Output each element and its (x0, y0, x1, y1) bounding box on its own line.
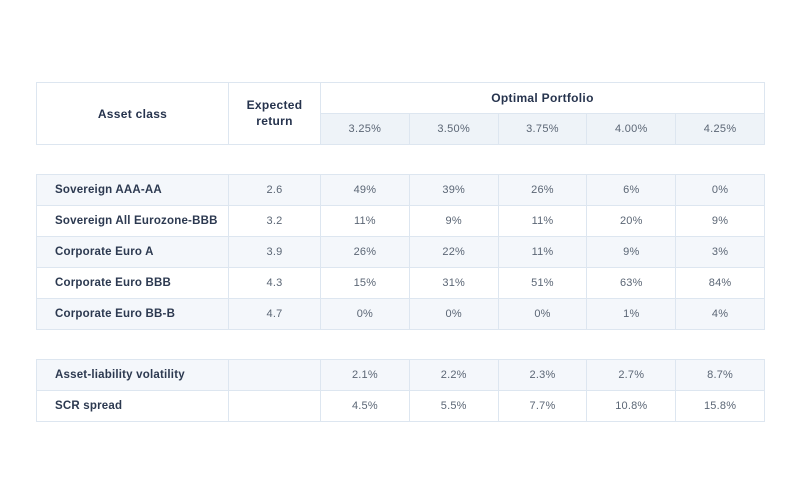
summary-value-cell: 5.5% (408, 390, 499, 422)
asset-row: Corporate Euro BB-B 4.7 0% 0% 0% 1% 4% (36, 298, 765, 330)
asset-class-cell: Sovereign All Eurozone-BBB (36, 205, 229, 237)
allocation-cell: 9% (675, 205, 765, 237)
asset-class-cell: Corporate Euro BB-B (36, 298, 229, 330)
allocation-cell: 22% (408, 236, 499, 268)
summary-value-cell: 7.7% (497, 390, 588, 422)
expected-return-header: Expected return (228, 82, 321, 145)
summary-value-cell: 15.8% (675, 390, 765, 422)
asset-class-cell: Corporate Euro A (36, 236, 229, 268)
allocation-cell: 3% (675, 236, 765, 268)
allocation-cell: 1% (586, 298, 677, 330)
asset-row: Corporate Euro A 3.9 26% 22% 11% 9% 3% (36, 236, 765, 268)
allocation-cell: 31% (408, 267, 499, 299)
table-header: Asset class Expected return Optimal Port… (36, 82, 765, 145)
summary-value-cell: 4.5% (320, 390, 410, 422)
expected-return-cell: 4.3 (228, 267, 321, 299)
allocation-cell: 11% (497, 236, 588, 268)
expected-return-cell (228, 390, 321, 422)
allocation-cell: 0% (497, 298, 588, 330)
header-row-top: Asset class Expected return Optimal Port… (36, 82, 765, 145)
block-gap (36, 329, 765, 360)
target-return-header: 4.25% (675, 113, 765, 145)
expected-return-cell: 2.6 (228, 174, 321, 206)
expected-return-cell (228, 359, 321, 391)
summary-label-cell: SCR spread (36, 390, 229, 422)
expected-return-cell: 3.2 (228, 205, 321, 237)
target-return-header: 3.25% (320, 113, 410, 145)
allocation-cell: 51% (497, 267, 588, 299)
allocation-cell: 63% (586, 267, 677, 299)
allocation-cell: 20% (586, 205, 677, 237)
asset-row: Corporate Euro BBB 4.3 15% 31% 51% 63% 8… (36, 267, 765, 299)
allocation-cell: 0% (320, 298, 410, 330)
block-gap (36, 144, 765, 175)
allocation-cell: 39% (408, 174, 499, 206)
asset-class-cell: Sovereign AAA-AA (36, 174, 229, 206)
summary-value-cell: 2.2% (408, 359, 499, 391)
allocation-cell: 15% (320, 267, 410, 299)
summary-value-cell: 2.1% (320, 359, 410, 391)
allocation-cell: 26% (320, 236, 410, 268)
allocation-cell: 9% (586, 236, 677, 268)
summary-value-cell: 2.3% (497, 359, 588, 391)
asset-class-header: Asset class (36, 82, 229, 145)
asset-class-cell: Corporate Euro BBB (36, 267, 229, 299)
summary-label-cell: Asset-liability volatility (36, 359, 229, 391)
allocation-cell: 9% (408, 205, 499, 237)
summary-value-cell: 2.7% (586, 359, 677, 391)
asset-row: Sovereign AAA-AA 2.6 49% 39% 26% 6% 0% (36, 174, 765, 206)
expected-return-cell: 3.9 (228, 236, 321, 268)
target-return-header: 4.00% (586, 113, 677, 145)
summary-value-cell: 10.8% (586, 390, 677, 422)
optimal-portfolio-table: Asset class Expected return Optimal Port… (36, 82, 765, 422)
expected-return-cell: 4.7 (228, 298, 321, 330)
allocation-cell: 11% (497, 205, 588, 237)
table-body: Sovereign AAA-AA 2.6 49% 39% 26% 6% 0% S… (36, 144, 765, 422)
allocation-cell: 84% (675, 267, 765, 299)
summary-value-cell: 8.7% (675, 359, 765, 391)
allocation-cell: 26% (497, 174, 588, 206)
target-return-header: 3.50% (408, 113, 499, 145)
summary-row: SCR spread 4.5% 5.5% 7.7% 10.8% 15.8% (36, 390, 765, 422)
allocation-cell: 0% (675, 174, 765, 206)
allocation-cell: 49% (320, 174, 410, 206)
optimal-portfolio-table-wrap: Asset class Expected return Optimal Port… (36, 82, 765, 422)
allocation-cell: 6% (586, 174, 677, 206)
optimal-portfolio-header: Optimal Portfolio (320, 82, 765, 114)
allocation-cell: 11% (320, 205, 410, 237)
asset-row: Sovereign All Eurozone-BBB 3.2 11% 9% 11… (36, 205, 765, 237)
header-row-target-returns: 3.25% 3.50% 3.75% 4.00% 4.25% (37, 113, 765, 145)
allocation-cell: 0% (408, 298, 499, 330)
summary-row: Asset-liability volatility 2.1% 2.2% 2.3… (36, 359, 765, 391)
allocation-cell: 4% (675, 298, 765, 330)
target-return-header: 3.75% (497, 113, 588, 145)
